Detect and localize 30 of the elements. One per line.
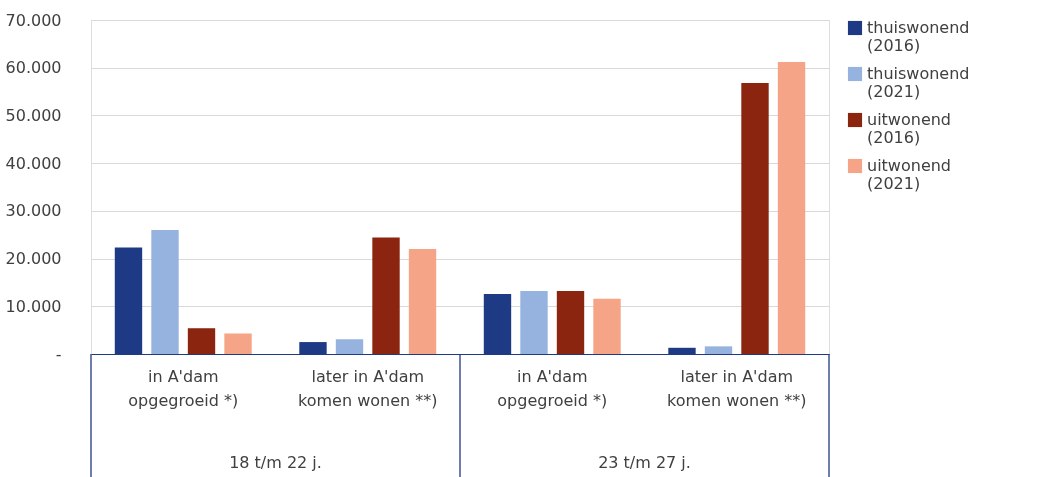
- bar: [408, 249, 437, 354]
- y-tick-label: 60.000: [5, 58, 62, 78]
- y-tick-label: 50.000: [5, 105, 62, 125]
- bar: [704, 346, 733, 354]
- y-tick-label: -: [55, 344, 62, 364]
- bar: [335, 339, 364, 354]
- legend-label: uitwonend (2021): [867, 156, 952, 193]
- bar: [187, 328, 216, 354]
- bar: [556, 291, 585, 354]
- y-tick-label: 10.000: [5, 296, 62, 316]
- text: 23 t/m 27 j.: [598, 453, 691, 472]
- y-tick-label: 30.000: [5, 201, 62, 221]
- x-tick-label: later in A'dam komen wonen **): [667, 366, 807, 410]
- x-tick-label: later in A'dam komen wonen **): [298, 366, 438, 410]
- bar: [520, 291, 548, 354]
- y-tick-label: 20.000: [5, 249, 62, 269]
- x-tick-label: in A'dam opgegroeid *): [497, 366, 608, 410]
- bar: [741, 82, 769, 354]
- y-tick-label: 70.000: [5, 10, 62, 30]
- legend-label: uitwonend (2016): [867, 110, 952, 147]
- legend-label: thuiswonend (2021): [867, 64, 970, 101]
- bar: [224, 333, 252, 354]
- x-tick-label: in A'dam opgegroeid *): [128, 366, 239, 410]
- bar: [777, 61, 806, 354]
- bar: [151, 229, 179, 354]
- bar: [593, 298, 621, 354]
- legend-label: thuiswonend (2016): [867, 18, 970, 55]
- y-tick-label: 40.000: [5, 153, 62, 173]
- text: 18 t/m 22 j.: [229, 453, 322, 472]
- bar: [372, 237, 400, 354]
